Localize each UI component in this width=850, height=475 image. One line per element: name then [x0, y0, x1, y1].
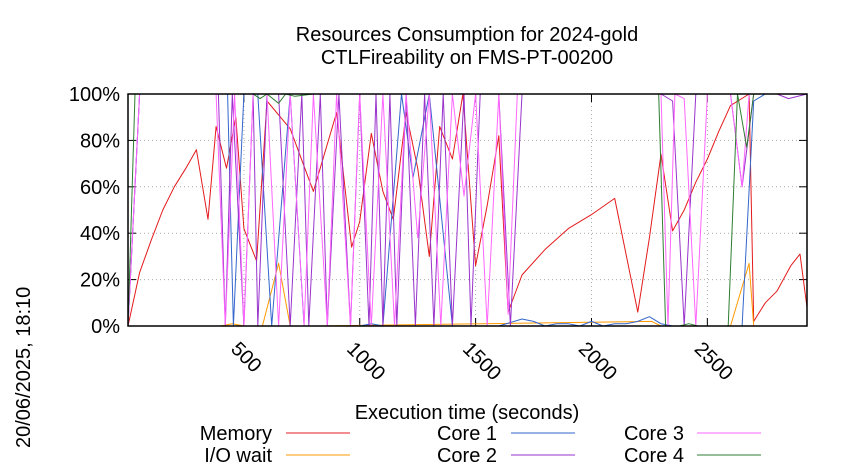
x-tick-label: 1000	[342, 338, 389, 385]
x-tick-label: 2500	[690, 338, 737, 385]
legend-label: Memory	[200, 423, 272, 445]
y-tick-label: 100%	[69, 84, 120, 106]
legend-label: Core 1	[437, 423, 497, 445]
legend-label: Core 4	[624, 445, 684, 467]
y-tick-labels: 0% 20% 40% 60% 80% 100%	[69, 84, 120, 338]
y-tick-label: 80%	[80, 130, 120, 152]
legend-label: I/O wait	[204, 445, 272, 467]
y-tick-label: 40%	[80, 223, 120, 245]
chart-title: Resources Consumption for 2024-gold	[296, 24, 638, 46]
plot-frame	[127, 93, 808, 327]
x-tick-labels: 500 1000 1500 2000 2500	[226, 338, 737, 385]
legend-label: Core 3	[624, 423, 684, 445]
x-axis-label: Execution time (seconds)	[355, 402, 580, 424]
chart-subtitle: CTLFireability on FMS-PT-00200	[321, 47, 613, 69]
series-line-i-o-wait	[128, 262, 807, 327]
timestamp-label: 20/06/2025, 18:10	[13, 287, 35, 448]
x-tick-label: 500	[226, 338, 265, 377]
series-line-memory	[127, 93, 808, 327]
x-tick-label: 1500	[458, 338, 505, 385]
x-tick-label: 2000	[574, 338, 621, 385]
y-tick-label: 20%	[80, 270, 120, 292]
series-group	[127, 93, 808, 327]
y-tick-label: 0%	[91, 316, 120, 338]
y-tick-label: 60%	[80, 177, 120, 199]
legend-label: Core 2	[437, 445, 497, 467]
